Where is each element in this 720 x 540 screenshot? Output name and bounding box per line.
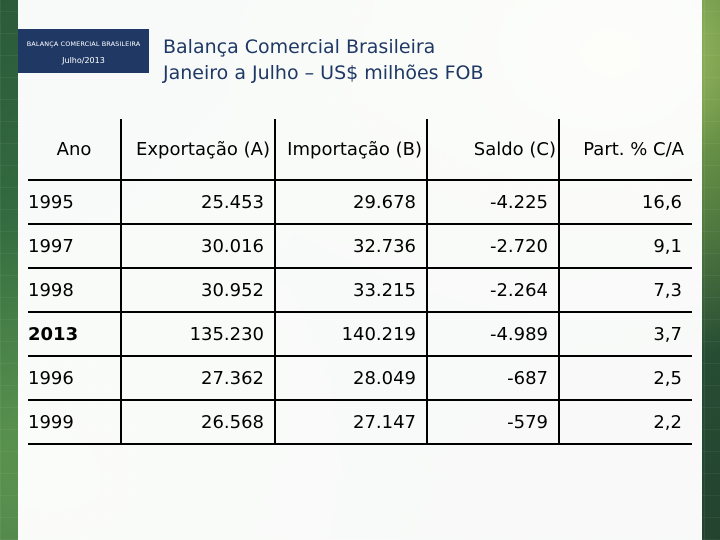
slide-title: Balança Comercial Brasileira Janeiro a J…	[163, 34, 484, 86]
cell-ano: 1995	[28, 180, 122, 225]
cell-participacao: 3,7	[559, 312, 692, 357]
header-importacao: Importação (B)	[275, 119, 428, 181]
badge-date: Julho/2013	[62, 56, 105, 65]
cell-exportacao: 26.568	[121, 400, 276, 445]
badge-title: BALANÇA COMERCIAL BRASILEIRA	[26, 40, 141, 48]
table-row: 1999 26.568 27.147 -579 2,2	[28, 400, 692, 445]
cell-saldo: -2.264	[427, 268, 560, 313]
cell-exportacao: 27.362	[121, 356, 276, 401]
table-row: 1997 30.016 32.736 -2.720 9,1	[28, 224, 692, 269]
cell-participacao: 7,3	[559, 268, 692, 313]
cell-saldo: -579	[427, 400, 560, 445]
table-row: 1995 25.453 29.678 -4.225 16,6	[28, 180, 692, 225]
cell-exportacao: 135.230	[121, 312, 276, 357]
cell-participacao: 16,6	[559, 180, 692, 225]
cell-ano: 1997	[28, 224, 122, 269]
cell-participacao: 9,1	[559, 224, 692, 269]
cell-importacao: 33.215	[275, 268, 428, 313]
table-row: 1998 30.952 33.215 -2.264 7,3	[28, 268, 692, 313]
title-line-1: Balança Comercial Brasileira	[163, 36, 436, 58]
cell-ano: 2013	[28, 312, 122, 357]
cell-ano: 1999	[28, 400, 122, 445]
table-row: 1996 27.362 28.049 -687 2,5	[28, 356, 692, 401]
cell-participacao: 2,2	[559, 400, 692, 445]
cell-exportacao: 25.453	[121, 180, 276, 225]
cell-importacao: 32.736	[275, 224, 428, 269]
title-line-2: Janeiro a Julho – US$ milhões FOB	[163, 62, 484, 84]
cell-saldo: -4.225	[427, 180, 560, 225]
cell-importacao: 140.219	[275, 312, 428, 357]
cell-exportacao: 30.952	[121, 268, 276, 313]
cell-importacao: 28.049	[275, 356, 428, 401]
table-header-row: Ano Exportação (A) Importação (B) Saldo …	[28, 119, 692, 181]
cell-importacao: 27.147	[275, 400, 428, 445]
header-saldo: Saldo (C)	[427, 119, 560, 181]
cell-saldo: -2.720	[427, 224, 560, 269]
trade-balance-table: Ano Exportação (A) Importação (B) Saldo …	[28, 119, 692, 445]
header-participacao: Part. % C/A	[559, 119, 692, 181]
table-row: 2013 135.230 140.219 -4.989 3,7	[28, 312, 692, 357]
cell-saldo: -4.989	[427, 312, 560, 357]
cell-saldo: -687	[427, 356, 560, 401]
header-badge: BALANÇA COMERCIAL BRASILEIRA Julho/2013	[18, 29, 149, 73]
cell-exportacao: 30.016	[121, 224, 276, 269]
header-exportacao: Exportação (A)	[121, 119, 276, 181]
cell-participacao: 2,5	[559, 356, 692, 401]
header-ano: Ano	[28, 119, 122, 181]
cell-importacao: 29.678	[275, 180, 428, 225]
cell-ano: 1998	[28, 268, 122, 313]
cell-ano: 1996	[28, 356, 122, 401]
